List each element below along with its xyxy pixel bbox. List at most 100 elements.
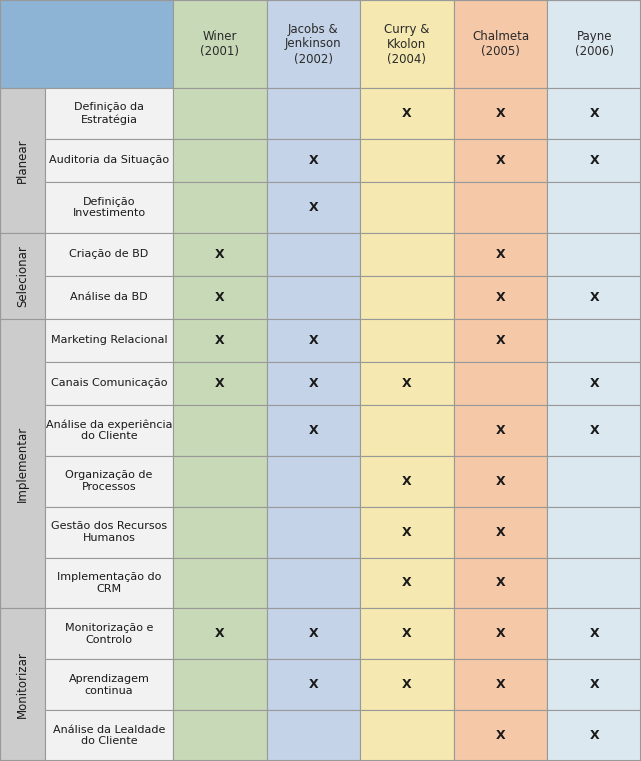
Text: Curry &
Kkolon
(2004): Curry & Kkolon (2004) — [385, 23, 429, 65]
Bar — [267, 319, 360, 362]
Text: X: X — [402, 627, 412, 640]
Text: X: X — [495, 627, 505, 640]
Text: X: X — [495, 729, 505, 742]
Bar — [547, 659, 641, 710]
Bar — [360, 182, 454, 233]
Bar — [267, 182, 360, 233]
Bar — [454, 659, 547, 710]
Text: Análise da Lealdade
do Cliente: Análise da Lealdade do Cliente — [53, 724, 165, 747]
Bar — [173, 0, 267, 88]
Bar — [267, 456, 360, 507]
Bar — [267, 275, 360, 319]
Bar — [45, 405, 173, 456]
Text: X: X — [495, 475, 505, 488]
Bar — [454, 275, 547, 319]
Bar — [0, 0, 173, 88]
Bar — [360, 710, 454, 761]
Bar — [454, 507, 547, 558]
Bar — [267, 362, 360, 405]
Bar — [547, 608, 641, 659]
Bar — [173, 362, 267, 405]
Bar — [267, 507, 360, 558]
Bar — [173, 139, 267, 182]
Bar — [173, 182, 267, 233]
Text: X: X — [308, 201, 318, 214]
Bar — [173, 558, 267, 608]
Bar — [547, 275, 641, 319]
Bar — [267, 710, 360, 761]
Text: Auditoria da Situação: Auditoria da Situação — [49, 155, 169, 165]
Bar — [360, 319, 454, 362]
Bar — [454, 139, 547, 182]
Bar — [454, 710, 547, 761]
Bar — [454, 405, 547, 456]
Text: Criação de BD: Criação de BD — [69, 250, 149, 260]
Bar — [360, 507, 454, 558]
Bar — [173, 275, 267, 319]
Text: X: X — [402, 526, 412, 539]
Text: Implementação do
CRM: Implementação do CRM — [57, 572, 161, 594]
Bar — [360, 139, 454, 182]
Bar — [547, 710, 641, 761]
Text: Marketing Relacional: Marketing Relacional — [51, 336, 167, 345]
Text: X: X — [215, 627, 224, 640]
Text: X: X — [589, 424, 599, 437]
Text: Payne
(2006): Payne (2006) — [575, 30, 613, 58]
Bar — [45, 182, 173, 233]
Text: Organização de
Processos: Organização de Processos — [65, 470, 153, 492]
Bar — [173, 233, 267, 275]
Text: Winer
(2001): Winer (2001) — [200, 30, 239, 58]
Text: X: X — [495, 577, 505, 590]
Text: X: X — [402, 377, 412, 390]
Bar — [360, 608, 454, 659]
Bar — [173, 507, 267, 558]
Bar — [0, 233, 45, 319]
Bar — [0, 608, 45, 761]
Bar — [45, 319, 173, 362]
Bar — [45, 558, 173, 608]
Bar — [267, 659, 360, 710]
Text: X: X — [308, 627, 318, 640]
Text: Monitorizar: Monitorizar — [16, 651, 29, 718]
Bar — [360, 405, 454, 456]
Bar — [454, 608, 547, 659]
Text: X: X — [495, 678, 505, 691]
Text: X: X — [495, 291, 505, 304]
Bar — [45, 139, 173, 182]
Bar — [267, 88, 360, 139]
Bar — [0, 319, 45, 608]
Text: X: X — [589, 291, 599, 304]
Bar — [360, 362, 454, 405]
Bar — [360, 456, 454, 507]
Text: Análise da experiência
do Cliente: Análise da experiência do Cliente — [46, 419, 172, 441]
Bar — [360, 659, 454, 710]
Bar — [360, 88, 454, 139]
Text: X: X — [402, 107, 412, 120]
Bar — [45, 88, 173, 139]
Bar — [267, 558, 360, 608]
Text: X: X — [402, 678, 412, 691]
Bar — [173, 710, 267, 761]
Text: X: X — [215, 334, 224, 347]
Bar — [454, 319, 547, 362]
Text: X: X — [495, 154, 505, 167]
Bar — [547, 362, 641, 405]
Bar — [173, 319, 267, 362]
Text: Jacobs &
Jenkinson
(2002): Jacobs & Jenkinson (2002) — [285, 23, 342, 65]
Bar — [547, 319, 641, 362]
Text: Monitorização e
Controlo: Monitorização e Controlo — [65, 623, 153, 645]
Text: Chalmeta
(2005): Chalmeta (2005) — [472, 30, 529, 58]
Text: X: X — [589, 627, 599, 640]
Bar — [454, 233, 547, 275]
Bar — [547, 558, 641, 608]
Bar — [267, 608, 360, 659]
Text: Selecionar: Selecionar — [16, 245, 29, 307]
Text: X: X — [589, 678, 599, 691]
Bar — [45, 507, 173, 558]
Text: X: X — [495, 526, 505, 539]
Text: Aprendizagem
continua: Aprendizagem continua — [69, 674, 149, 696]
Text: X: X — [215, 248, 224, 261]
Bar — [454, 558, 547, 608]
Bar — [267, 405, 360, 456]
Bar — [45, 659, 173, 710]
